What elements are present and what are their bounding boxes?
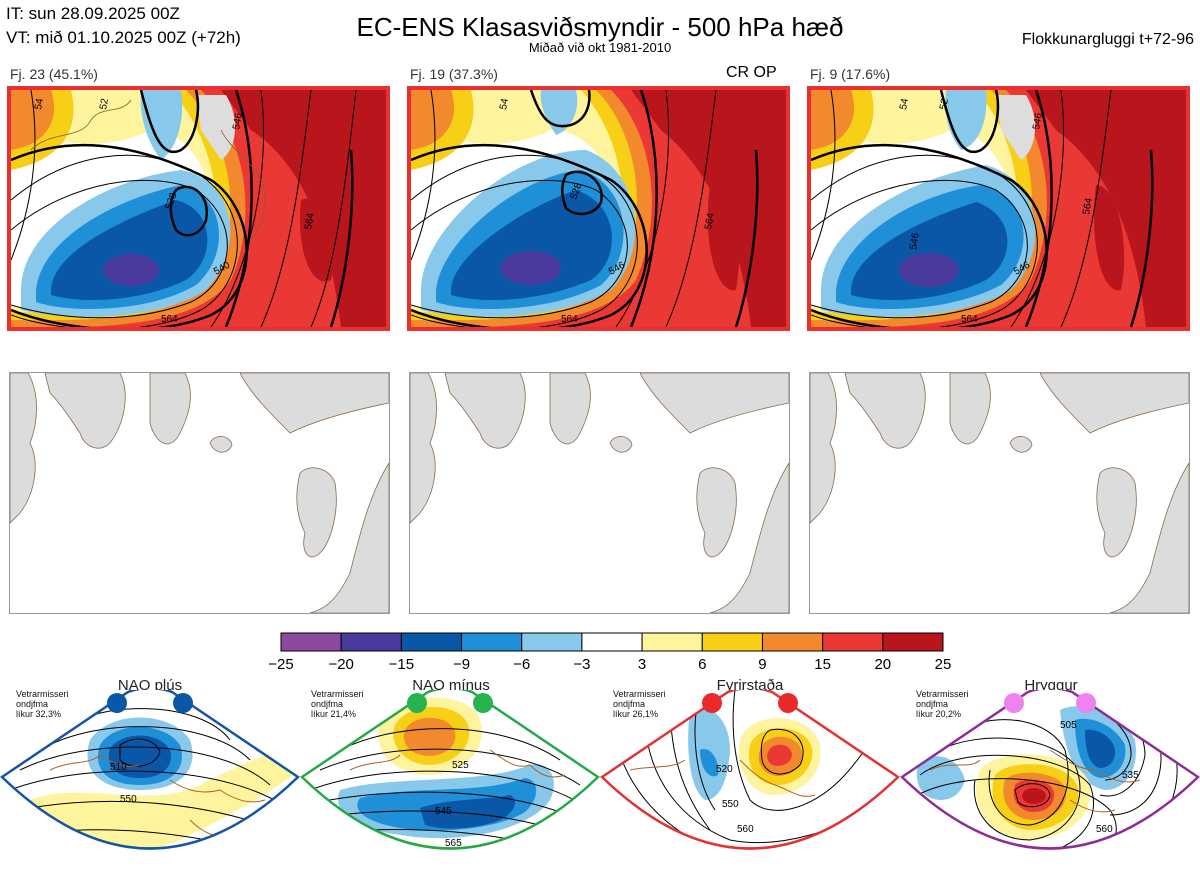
- svg-text:52: 52: [938, 97, 951, 110]
- regime-3-desc: Vetrarmisseri ondjfma líkur 26,1%: [613, 689, 666, 719]
- svg-text:550: 550: [120, 794, 137, 805]
- svg-text:564: 564: [303, 212, 317, 231]
- regime-3-map: 520 550 560: [600, 690, 900, 850]
- initial-time: IT: sun 28.09.2025 00Z: [6, 4, 180, 23]
- svg-text:525: 525: [452, 760, 469, 771]
- colorbar-segment: [822, 632, 884, 652]
- empty-map-1: [9, 372, 390, 614]
- svg-text:52: 52: [98, 97, 111, 110]
- svg-text:564: 564: [961, 314, 978, 325]
- colorbar-segment: [641, 632, 703, 652]
- regime-4-map: 505 535 560: [900, 690, 1200, 850]
- svg-text:564: 564: [1081, 197, 1095, 216]
- regime-1-map: 510 550: [0, 690, 300, 850]
- svg-text:520: 520: [716, 764, 733, 775]
- colorbar: [280, 632, 944, 652]
- regime-4-border: [900, 690, 1200, 850]
- colorbar-segment: [280, 632, 342, 652]
- regime-1-dot-left: [107, 693, 127, 713]
- page-subtitle: Miðað við okt 1981-2010: [528, 40, 672, 55]
- cluster-2-label: Fj. 19 (37.3%): [410, 66, 498, 82]
- colorbar-segment: [400, 632, 463, 652]
- svg-text:560: 560: [1096, 824, 1113, 835]
- colorbar-tick-label: 20: [874, 656, 892, 673]
- cluster-3-svg: 54 52 546 546 564 564 546: [811, 90, 1186, 327]
- svg-text:564: 564: [703, 212, 717, 231]
- colorbar-tick-label: −9: [452, 656, 471, 673]
- colorbar-tick-label: 15: [814, 656, 831, 673]
- regime-2-desc: Vetrarmisseri ondjfma líkur 21,4%: [311, 689, 364, 719]
- svg-text:546: 546: [1031, 112, 1045, 131]
- colorbar-segment: [882, 632, 944, 652]
- colorbar-tick-label: 9: [758, 656, 767, 673]
- cluster-1-svg: 54 52 528 546 540 564 564: [11, 90, 386, 327]
- cluster-2-map: 54 528 546 564 564: [407, 86, 790, 331]
- colorbar-segment: [761, 632, 824, 652]
- colorbar-tick-label: 6: [698, 656, 707, 673]
- cluster-3-label: Fj. 9 (17.6%): [810, 66, 891, 82]
- svg-text:546: 546: [231, 112, 245, 131]
- colorbar-segment: [701, 632, 763, 652]
- regime-3-dot-right: [778, 693, 798, 713]
- cluster-3-map: 54 52 546 546 564 564 546: [807, 86, 1190, 331]
- cluster-1-map: 54 52 528 546 540 564 564: [7, 86, 390, 331]
- svg-text:505: 505: [1060, 720, 1077, 731]
- regime-2-map: 525 545 565: [300, 690, 600, 850]
- regime-3-border: [600, 690, 900, 850]
- colorbar-segment: [340, 632, 402, 652]
- colorbar-segment: [521, 632, 583, 652]
- svg-text:550: 550: [722, 799, 739, 810]
- colorbar-tick-label: −20: [328, 656, 354, 673]
- empty-map-3: [809, 372, 1190, 614]
- svg-text:546: 546: [908, 232, 922, 251]
- page-title: EC-ENS Klasasviðsmyndir - 500 hPa hæð: [356, 12, 844, 42]
- regime-1-border: [0, 690, 300, 850]
- cluster-1-label: Fj. 23 (45.1%): [10, 66, 98, 82]
- valid-time: VT: mið 01.10.2025 00Z (+72h): [6, 28, 241, 47]
- colorbar-tick-label: 25: [934, 656, 952, 673]
- svg-text:54: 54: [498, 97, 511, 110]
- classification-window: Flokkunargluggi t+72-96: [1021, 31, 1194, 48]
- svg-text:560: 560: [737, 824, 754, 835]
- svg-text:54: 54: [898, 97, 911, 110]
- regime-2-border: [300, 690, 600, 850]
- colorbar-tick-label: 3: [637, 656, 647, 673]
- regime-2-dot-left: [407, 693, 427, 713]
- cr-op-label: CR OP: [726, 64, 777, 81]
- svg-text:564: 564: [561, 314, 578, 325]
- regime-4-desc: Vetrarmisseri ondjfma líkur 20,2%: [916, 689, 969, 719]
- regime-4-dot-right: [1076, 693, 1096, 713]
- regime-1-contour-label: 510: [110, 762, 127, 773]
- colorbar-tick-label: −25: [268, 656, 294, 673]
- regime-3-dot-left: [702, 693, 722, 713]
- colorbar-segment: [461, 632, 523, 652]
- colorbar-tick-label: −15: [388, 656, 415, 673]
- cluster-1-contour-label: 54: [33, 97, 46, 110]
- regime-1-dot-right: [173, 693, 193, 713]
- svg-text:535: 535: [1122, 770, 1139, 781]
- regime-2-dot-right: [473, 693, 493, 713]
- svg-text:565: 565: [445, 838, 462, 849]
- colorbar-segment: [581, 632, 643, 652]
- cluster-2-svg: 54 528 546 564 564: [411, 90, 786, 327]
- colorbar-tick-label: −3: [573, 656, 591, 673]
- regime-4-dot-left: [1004, 693, 1024, 713]
- colorbar-tick-label: −6: [513, 656, 531, 673]
- svg-text:545: 545: [435, 806, 452, 817]
- svg-text:564: 564: [161, 314, 178, 325]
- regime-1-desc: Vetrarmisseri ondjfma líkur 32,3%: [16, 689, 69, 719]
- empty-map-2: [409, 372, 790, 614]
